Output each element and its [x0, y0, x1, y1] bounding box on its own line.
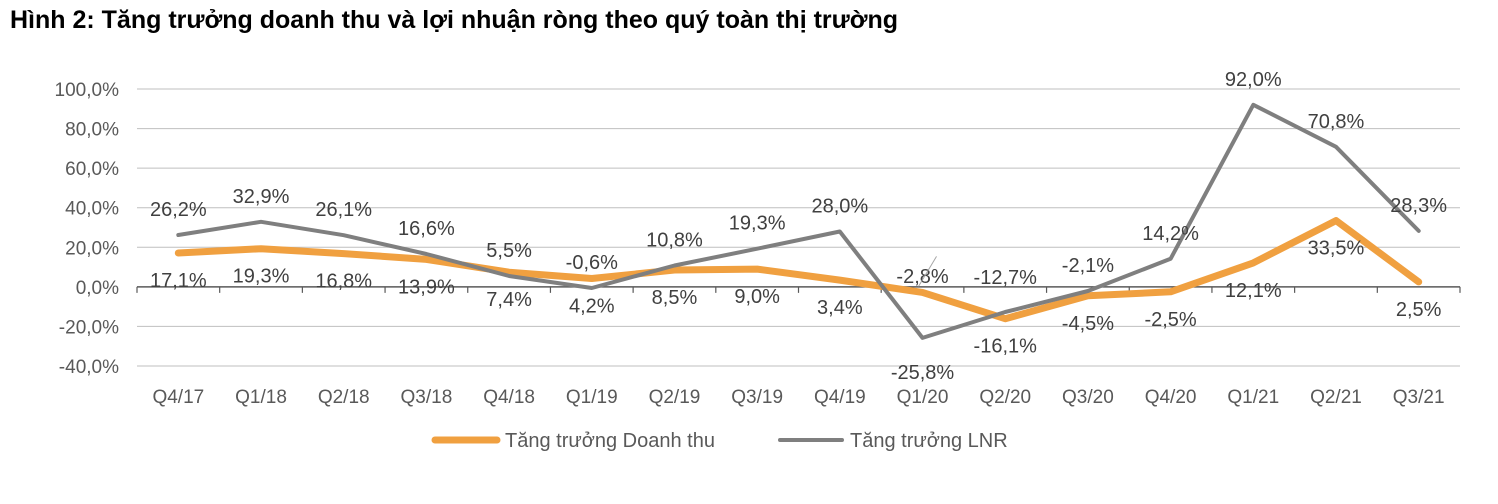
- x-tick-label: Q1/18: [235, 387, 287, 408]
- x-tick-label: Q2/19: [649, 387, 701, 408]
- x-tick-label: Q3/19: [731, 387, 783, 408]
- data-label-revenue: 4,2%: [569, 296, 615, 318]
- series-line-1: [174, 217, 1423, 323]
- data-label-lnr: 26,2%: [150, 199, 207, 221]
- data-label-lnr: 10,8%: [646, 229, 703, 251]
- data-label-revenue: 13,9%: [398, 276, 455, 298]
- x-tick-label: Q2/20: [979, 387, 1031, 408]
- y-tick-label: 20,0%: [65, 238, 119, 259]
- data-label-lnr: -0,6%: [566, 252, 618, 274]
- x-tick-label: Q3/20: [1062, 387, 1114, 408]
- data-label-lnr: 5,5%: [486, 240, 532, 262]
- data-label-revenue: 33,5%: [1308, 238, 1365, 260]
- x-tick-label: Q3/21: [1393, 387, 1445, 408]
- data-label-lnr: 19,3%: [729, 213, 786, 235]
- y-tick-label: 0,0%: [76, 278, 119, 299]
- data-label-revenue: 3,4%: [817, 297, 863, 319]
- x-tick-label: Q2/21: [1310, 387, 1362, 408]
- legend-label-1: Tăng trưởng Doanh thu: [505, 430, 715, 452]
- gridlines: [137, 88, 1460, 367]
- data-label-lnr: 32,9%: [233, 186, 290, 208]
- data-label-revenue: 9,0%: [734, 286, 780, 308]
- data-label-revenue: 7,4%: [486, 289, 532, 311]
- data-label-lnr: 70,8%: [1308, 111, 1365, 133]
- data-label-revenue: -4,5%: [1062, 313, 1114, 335]
- data-label-revenue: -2,8%: [896, 266, 948, 288]
- legend-label-2: Tăng trưởng LNR: [850, 430, 1008, 452]
- y-tick-label: 40,0%: [65, 199, 119, 220]
- x-tick-label: Q1/20: [897, 387, 949, 408]
- y-tick-label: -40,0%: [59, 357, 119, 378]
- data-label-lnr: -12,7%: [974, 267, 1038, 289]
- data-label-lnr: 28,3%: [1390, 195, 1447, 217]
- data-label-revenue: -16,1%: [974, 336, 1038, 358]
- series-line-2: [176, 102, 1421, 340]
- x-tick-label: Q4/18: [483, 387, 535, 408]
- data-label-revenue: 19,3%: [233, 266, 290, 288]
- x-tick-label: Q2/18: [318, 387, 370, 408]
- data-label-lnr: 14,2%: [1142, 223, 1199, 245]
- data-label-lnr: 16,6%: [398, 218, 455, 240]
- y-tick-label: 100,0%: [55, 80, 120, 101]
- y-tick-label: 80,0%: [65, 120, 119, 141]
- x-tick-label: Q1/19: [566, 387, 618, 408]
- y-tick-label: -20,0%: [59, 317, 119, 338]
- data-label-revenue: 16,8%: [315, 271, 372, 293]
- legend: Tăng trưởng Doanh thu Tăng trưởng LNR: [431, 430, 1008, 452]
- data-label-revenue: 8,5%: [652, 287, 698, 309]
- data-label-lnr: -2,1%: [1062, 255, 1114, 277]
- data-label-lnr: -25,8%: [891, 362, 955, 384]
- series-lines: [174, 102, 1423, 340]
- data-label-revenue: -2,5%: [1144, 309, 1196, 331]
- x-tick-label: Q1/21: [1227, 387, 1279, 408]
- data-label-revenue: 2,5%: [1396, 299, 1442, 321]
- y-tick-label: 60,0%: [65, 159, 119, 180]
- y-axis: -40,0% -20,0% 0,0% 20,0% 40,0% 60,0% 80,0% 100,…: [55, 80, 120, 378]
- data-label-lnr: 26,1%: [315, 199, 372, 221]
- x-tick-label: Q4/19: [814, 387, 866, 408]
- x-tick-label: Q3/18: [401, 387, 453, 408]
- data-label-lnr: 92,0%: [1225, 69, 1282, 91]
- data-label-lnr: 28,0%: [811, 195, 868, 217]
- x-tick-label: Q4/20: [1145, 387, 1197, 408]
- data-labels: 17,1% 19,3% 16,8% 13,9% 7,4% 4,2% 8,5% 9,0% 3,4%…: [150, 69, 1447, 384]
- leader-line: [918, 256, 937, 287]
- data-label-revenue: 17,1%: [150, 270, 207, 292]
- x-tick-label: Q4/17: [152, 387, 204, 408]
- x-axis: Q4/17 Q1/18 Q2/18 Q3/18 Q4/18 Q1/19 Q2/19 Q3/19…: [136, 286, 1461, 408]
- data-label-revenue: 12,1%: [1225, 280, 1282, 302]
- chart-title: Hình 2: Tăng trưởng doanh thu và lợi nhu…: [10, 6, 899, 34]
